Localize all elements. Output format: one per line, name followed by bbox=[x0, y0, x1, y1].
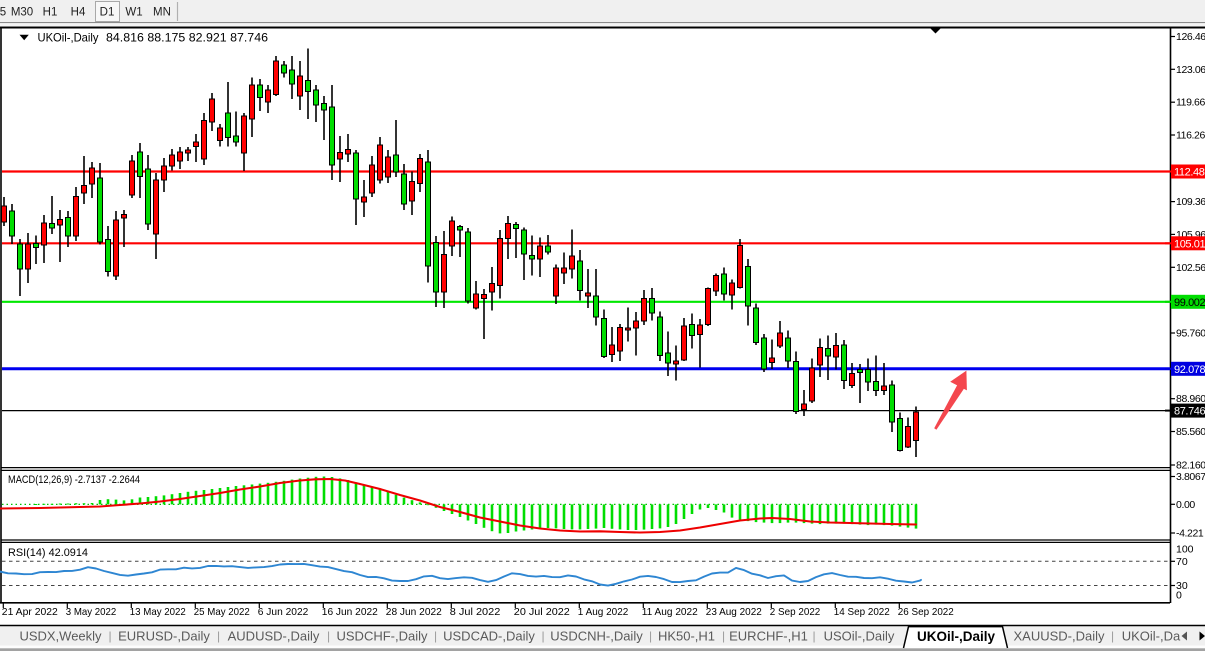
svg-text:92.078: 92.078 bbox=[1174, 364, 1205, 376]
svg-text:|: | bbox=[812, 629, 815, 643]
svg-text:123.060: 123.060 bbox=[1176, 64, 1205, 76]
svg-text:EURCHF-,H1: EURCHF-,H1 bbox=[729, 629, 808, 644]
svg-text:82.160: 82.160 bbox=[1176, 460, 1205, 472]
svg-text:28 Jun 2022: 28 Jun 2022 bbox=[386, 606, 442, 618]
svg-text:109.360: 109.360 bbox=[1176, 196, 1205, 208]
svg-text:UKOil-,Da: UKOil-,Da bbox=[1122, 629, 1181, 644]
svg-text:|: | bbox=[649, 629, 652, 643]
svg-text:-4.221: -4.221 bbox=[1176, 528, 1204, 540]
svg-text:W1: W1 bbox=[125, 7, 142, 19]
svg-text:30: 30 bbox=[1176, 580, 1188, 592]
svg-text:0.00: 0.00 bbox=[1176, 499, 1195, 511]
svg-text:|: | bbox=[722, 629, 725, 643]
svg-text:85.560: 85.560 bbox=[1176, 426, 1205, 438]
svg-text:USDCAD-,Daily: USDCAD-,Daily bbox=[443, 629, 535, 644]
svg-text:102.560: 102.560 bbox=[1176, 262, 1205, 274]
svg-text:70: 70 bbox=[1176, 556, 1188, 568]
svg-text:|: | bbox=[434, 629, 437, 643]
svg-text:UKOil-,Daily: UKOil-,Daily bbox=[38, 31, 99, 45]
svg-text:16 Jun 2022: 16 Jun 2022 bbox=[322, 606, 378, 618]
svg-text:84.816 88.175 82.921 87.746: 84.816 88.175 82.921 87.746 bbox=[106, 31, 268, 45]
svg-text:99.002: 99.002 bbox=[1174, 297, 1205, 309]
svg-text:H1: H1 bbox=[43, 7, 58, 19]
svg-text:87.746: 87.746 bbox=[1174, 406, 1205, 418]
svg-text:EURUSD-,Daily: EURUSD-,Daily bbox=[118, 629, 210, 644]
svg-text:USOil-,Daily: USOil-,Daily bbox=[824, 629, 895, 644]
svg-text:3.8067: 3.8067 bbox=[1176, 471, 1205, 483]
svg-text:126.460: 126.460 bbox=[1176, 31, 1205, 43]
svg-text:|: | bbox=[108, 629, 111, 643]
svg-text:UKOil-,Daily: UKOil-,Daily bbox=[917, 629, 996, 644]
svg-text:116.260: 116.260 bbox=[1176, 130, 1205, 142]
svg-text:RSI(14) 42.0914: RSI(14) 42.0914 bbox=[8, 547, 88, 559]
svg-text:8 Jul 2022: 8 Jul 2022 bbox=[450, 606, 501, 618]
svg-text:112.48: 112.48 bbox=[1174, 167, 1205, 179]
svg-text:119.660: 119.660 bbox=[1176, 97, 1205, 109]
svg-text:6 Jun 2022: 6 Jun 2022 bbox=[258, 606, 309, 618]
svg-text:5: 5 bbox=[0, 7, 6, 19]
svg-text:USDCNH-,Daily: USDCNH-,Daily bbox=[550, 629, 643, 644]
svg-text:20 Jul 2022: 20 Jul 2022 bbox=[514, 606, 570, 618]
svg-text:23 Aug 2022: 23 Aug 2022 bbox=[706, 606, 762, 618]
svg-text:2 Sep 2022: 2 Sep 2022 bbox=[770, 606, 821, 618]
svg-text:95.760: 95.760 bbox=[1176, 328, 1205, 340]
svg-text:AUDUSD-,Daily: AUDUSD-,Daily bbox=[228, 629, 320, 644]
svg-text:0: 0 bbox=[1176, 590, 1182, 602]
svg-text:M30: M30 bbox=[11, 7, 33, 19]
svg-text:|: | bbox=[327, 629, 330, 643]
svg-text:|: | bbox=[541, 629, 544, 643]
svg-text:MN: MN bbox=[153, 7, 171, 19]
svg-text:88.960: 88.960 bbox=[1176, 393, 1205, 405]
svg-text:21 Apr 2022: 21 Apr 2022 bbox=[2, 606, 58, 618]
svg-text:USDCHF-,Daily: USDCHF-,Daily bbox=[337, 629, 429, 644]
svg-text:105.01: 105.01 bbox=[1174, 238, 1205, 250]
svg-text:13 May 2022: 13 May 2022 bbox=[130, 606, 186, 618]
svg-text:100: 100 bbox=[1176, 544, 1194, 556]
svg-text:25 May 2022: 25 May 2022 bbox=[194, 606, 250, 618]
svg-text:D1: D1 bbox=[100, 7, 115, 19]
svg-text:14 Sep 2022: 14 Sep 2022 bbox=[834, 606, 890, 618]
svg-text:11 Aug 2022: 11 Aug 2022 bbox=[642, 606, 698, 618]
svg-text:|: | bbox=[1111, 629, 1114, 643]
svg-text:3 May 2022: 3 May 2022 bbox=[66, 606, 117, 618]
svg-text:USDX,Weekly: USDX,Weekly bbox=[19, 629, 102, 644]
svg-text:MACD(12,26,9) -2.7137 -2.2644: MACD(12,26,9) -2.7137 -2.2644 bbox=[8, 474, 140, 486]
svg-text:XAUUSD-,Daily: XAUUSD-,Daily bbox=[1013, 629, 1105, 644]
svg-text:H4: H4 bbox=[71, 7, 86, 19]
svg-text:26 Sep 2022: 26 Sep 2022 bbox=[898, 606, 954, 618]
svg-text:|: | bbox=[217, 629, 220, 643]
svg-text:HK50-,H1: HK50-,H1 bbox=[658, 629, 715, 644]
svg-text:1 Aug 2022: 1 Aug 2022 bbox=[578, 606, 629, 618]
